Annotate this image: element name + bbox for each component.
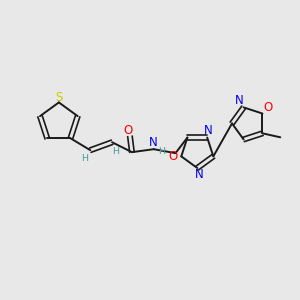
Text: O: O <box>169 150 178 163</box>
Text: N: N <box>195 168 204 182</box>
Text: O: O <box>123 124 133 137</box>
Text: H: H <box>112 147 120 156</box>
Text: N: N <box>204 124 213 137</box>
Text: H: H <box>158 147 165 156</box>
Text: S: S <box>55 91 62 104</box>
Text: N: N <box>235 94 244 107</box>
Text: H: H <box>81 154 88 163</box>
Text: N: N <box>149 136 158 149</box>
Text: O: O <box>264 101 273 114</box>
